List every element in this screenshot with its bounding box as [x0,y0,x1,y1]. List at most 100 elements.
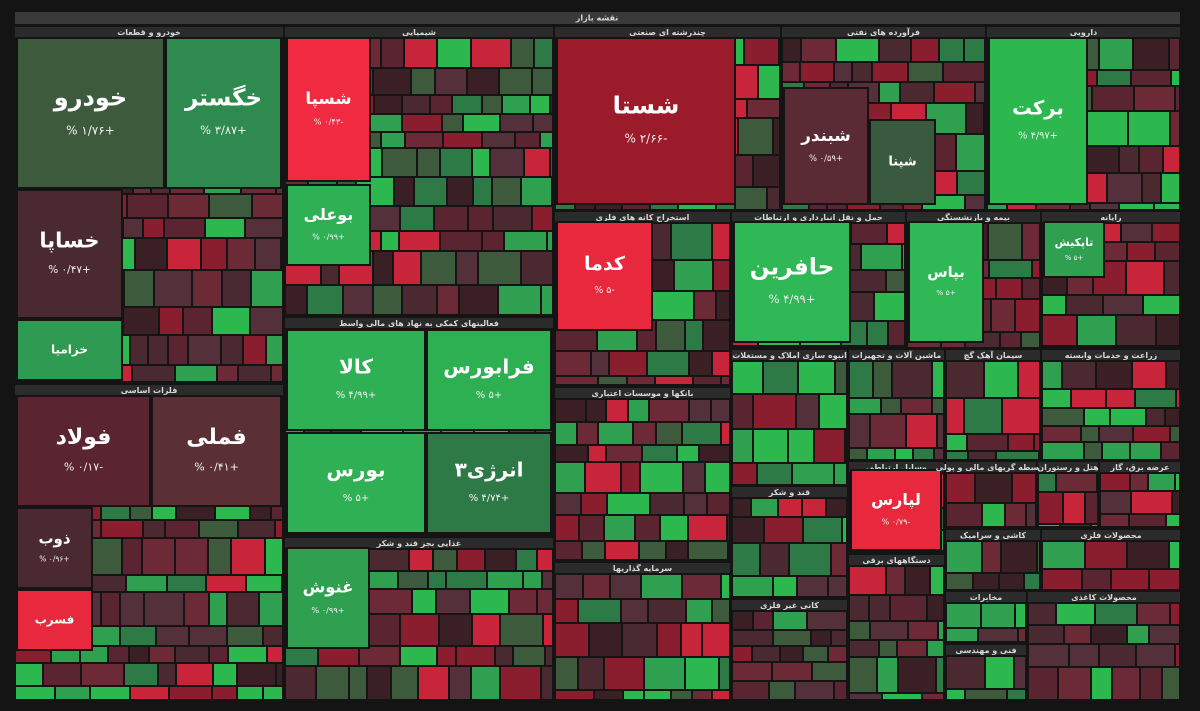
stock-tile [1101,515,1128,526]
stock-tile [286,184,371,266]
stock-tile [690,400,710,421]
stock-tile [501,667,540,699]
stock-tile [745,39,778,64]
stock-tile [16,189,123,319]
stock-tile [434,550,456,570]
stock-tile [185,593,208,625]
stock-tile [344,286,372,314]
stock-tile [608,494,649,514]
stock-tile [595,691,622,699]
stock-name: خودرو [53,84,127,112]
stock-tile [360,647,399,665]
stock-name: حافرین [750,254,835,281]
stock-tile [1170,39,1179,69]
sector-header [1028,592,1180,602]
stock-tile [1134,427,1169,441]
stock-tile [754,430,787,462]
stock-tile [868,449,894,459]
stock-tile [229,647,266,662]
sector-title: فلزات اساسی [121,386,178,395]
stock-tile [1162,174,1179,202]
stock-tile [947,542,981,572]
stock-tile [125,271,153,306]
stock-tile [1008,204,1035,209]
stock-tile [169,336,187,364]
stock-tile [1078,316,1115,345]
stock-tile [752,499,777,516]
stock-tile [1098,71,1130,85]
sector-title: هتل و رستوران [1037,463,1099,472]
stock-tile [374,252,392,284]
stock-name: برکت [1012,97,1064,120]
stock-tile [1100,645,1135,666]
stock-name: فرابورس [443,355,535,379]
stock-tile [979,629,1017,641]
stock-tile [155,271,191,306]
stock-tile [868,322,887,345]
stock-tile [650,400,688,421]
stock-tile [1029,668,1057,699]
stock-tile [641,463,682,492]
stock-tile [997,452,1038,459]
stock-tile [556,600,577,622]
stock-tile [538,550,552,570]
stock-tile [1029,604,1055,624]
stock-tile [812,631,830,645]
stock-tile [1043,362,1061,388]
stock-tile [607,446,641,461]
stock-tile [130,647,148,662]
stock-name: کالا [339,355,373,379]
stock-tile [967,104,983,133]
stock-tile [976,83,984,102]
stock-change: +۵ % [936,288,956,297]
stock-tile [690,352,711,375]
stock-tile [1086,542,1126,568]
stock-tile [896,449,912,459]
stock-tile [634,423,655,444]
stock-tile [607,400,627,421]
sector-header [849,555,944,565]
stock-tile [1043,296,1065,314]
stock-tile [1009,435,1033,450]
stock-tile [683,575,720,598]
stock-change: +۰/۵۹ % [809,153,843,163]
stock-tile [403,115,441,131]
stock-tile [835,464,846,484]
stock-tile [907,415,936,447]
stock-tile [1157,316,1179,345]
stock-tile [578,423,597,444]
stock-tile [473,149,489,176]
stock-tile [803,499,825,516]
sector-title: سیمان آهک گچ [964,350,1023,360]
stock-tile [286,432,426,534]
stock-tile [708,494,729,514]
stock-tile [850,694,881,699]
stock-tile [880,39,910,61]
stock-tile [403,286,436,314]
stock-change: -۰/۴۳ % [314,116,344,126]
stock-tile [589,446,605,461]
stock-tile [392,667,417,699]
stock-tile [488,572,522,588]
stock-tile [499,286,540,314]
stock-tile [988,37,1088,205]
stock-tile [109,647,128,662]
stock-tile [399,572,427,588]
stock-tile [850,658,876,692]
stock-tile [898,641,926,656]
stock-tile [1003,399,1039,433]
stock-tile [580,516,603,540]
stock-tile [642,575,681,598]
stock-tile [733,647,751,661]
stock-tile [808,612,846,629]
stock-tile [228,239,254,269]
stock-tile [947,629,977,641]
stock-tile [722,423,729,444]
stock-tile [266,539,282,574]
stock-tile [687,600,711,622]
stock-tile [16,37,165,189]
stock-tile [923,694,943,699]
stock-tile [813,663,846,680]
stock-name: خساپا [39,228,99,252]
stock-tile [902,399,931,413]
